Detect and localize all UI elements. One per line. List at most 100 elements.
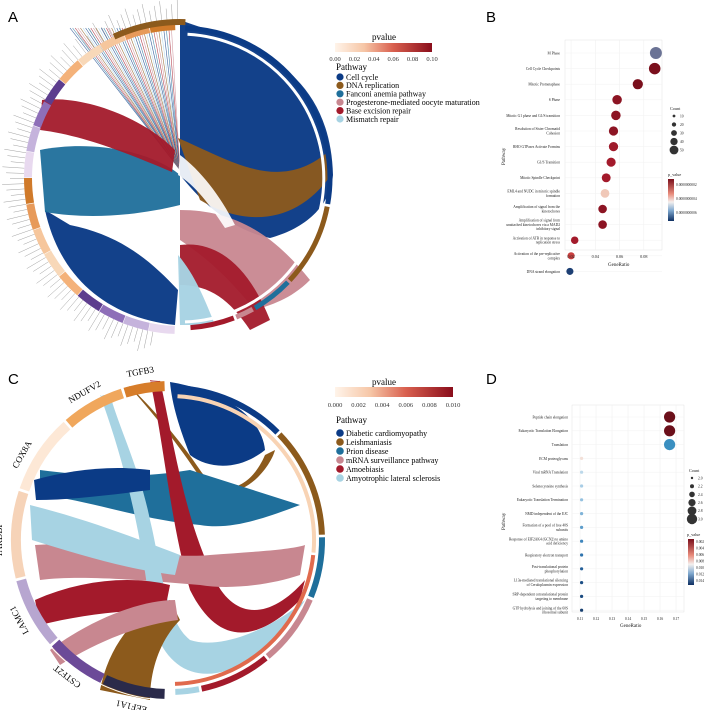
point-b-1: [649, 63, 661, 75]
gene-tick-a-43: [6, 173, 24, 174]
gene-tick-a-64: [50, 63, 63, 75]
point-d-5: [580, 484, 583, 487]
gene-tick-a-53: [14, 115, 35, 123]
pathway-label-b-2: Mitotic Prometaphase: [528, 83, 560, 87]
pathway-legend-title-c: Pathway: [336, 415, 367, 425]
pathway-label-d-0: Peptide chain elongation: [532, 415, 568, 419]
color-label-b-0: 0.0000000002: [676, 183, 697, 187]
pathway-label-d-3: ECM proteoglycans: [539, 457, 568, 461]
pathway-label-b-14: DNA strand elongation: [527, 270, 561, 274]
gene-label-c-0: TGFB3: [126, 364, 155, 379]
legend-label-c-4: Amoebiasis: [346, 465, 384, 474]
legend-key-c-0: [336, 429, 344, 437]
legend-key-c-1: [336, 438, 344, 446]
point-d-0: [664, 411, 675, 422]
pvalue-tick-c: 0.002: [351, 402, 366, 409]
point-b-5: [609, 126, 618, 135]
gene-tick-a-38: [4, 199, 26, 202]
point-d-8: [580, 526, 583, 529]
pathway-label-b-1: Cell Cycle Checkpoints: [526, 67, 561, 71]
size-key-b-1: [672, 122, 676, 126]
x-tick-d-2: 0.13: [609, 617, 615, 621]
legend-key-a-0: [336, 73, 343, 80]
size-label-d-0: 2.0: [698, 476, 703, 480]
gene-tick-a-44: [2, 167, 24, 168]
gene-tick-a-41: [2, 184, 24, 185]
color-legend-title-b: p_value: [668, 172, 681, 177]
gene-tick-a-28: [25, 248, 41, 256]
gene-tick-a-15: [74, 300, 83, 311]
gene-tick-a-29: [19, 244, 39, 253]
gene-tick-a-86: [160, 1, 163, 23]
legend-key-c-2: [336, 447, 344, 455]
chord-cell-cycle-left: [45, 210, 178, 325]
gene-tick-a-27: [31, 253, 43, 260]
point-b-10: [598, 205, 607, 214]
size-key-b-0: [673, 115, 676, 118]
gene-tick-a-33: [18, 224, 31, 228]
gene-tick-a-35: [7, 214, 28, 219]
x-axis-title-b: GeneRatio: [608, 263, 630, 268]
ring-a-gene-seg-6: [37, 229, 48, 252]
color-label-d-5: 0.012: [696, 573, 704, 577]
gene-tick-a-37: [9, 204, 27, 207]
gene-tick-a-8: [104, 319, 113, 339]
x-tick-b-1: 0.04: [592, 254, 600, 259]
legend-key-c-5: [336, 474, 344, 482]
point-d-7: [580, 512, 583, 515]
pvalue-tick-c: 0.004: [375, 402, 390, 409]
color-label-d-0: 0.002: [696, 540, 704, 544]
size-legend-title-d: Count: [689, 468, 700, 473]
pvalue-colorbar-c: [335, 387, 453, 397]
point-b-0: [650, 47, 662, 59]
size-label-b-4: 50: [680, 148, 684, 152]
size-legend-d: 2.02.22.42.62.83.0: [687, 476, 703, 524]
gene-tick-a-47: [4, 149, 26, 153]
point-b-7: [607, 158, 616, 167]
legend-label-a-5: Mismatch repair: [346, 115, 399, 124]
gene-tick-a-83: [142, 4, 147, 26]
gene-tick-a-31: [18, 234, 35, 240]
size-label-d-3: 2.6: [698, 501, 703, 505]
gene-tick-a-20: [48, 282, 64, 297]
point-b-4: [611, 111, 621, 121]
x-tick-d-3: 0.14: [625, 617, 631, 621]
x-axis-title-d: GeneRatio: [620, 624, 642, 629]
x-tick-b-3: 0.08: [640, 254, 647, 259]
pathway-labels-b: M Phase Cell Cycle Checkpoints Mitotic Pro…: [506, 51, 560, 273]
legend-key-a-5: [336, 115, 343, 122]
point-b-3: [612, 95, 622, 105]
gene-label-c-3: TARDBP: [0, 523, 4, 558]
gene-tick-a-19: [55, 286, 68, 299]
pathway-label-b-4: Mitotic G1 phase and G1/S transition: [506, 114, 560, 118]
legend-key-a-1: [336, 82, 343, 89]
size-label-b-0: 10: [680, 114, 684, 118]
point-d-14: [580, 609, 583, 612]
y-axis-title-b: Pathway: [502, 147, 507, 165]
gene-tick-a-49: [11, 139, 29, 143]
gene-tick-a-4: [127, 327, 132, 344]
pvalue-title-c: pvalue: [372, 377, 396, 387]
gene-tick-a-70: [75, 39, 86, 53]
pathway-label-b-0: M Phase: [548, 51, 561, 55]
x-tick-d-6: 0.17: [673, 617, 679, 621]
point-d-11: [580, 567, 583, 570]
point-d-6: [580, 498, 583, 501]
color-label-d-2: 0.006: [696, 553, 704, 557]
pvalue-tick-c: 0.010: [446, 402, 461, 409]
pathway-label-d-10: Respiratory electron transport: [525, 553, 568, 557]
ring-c-gene-3: [16, 492, 24, 577]
panel-letter-b: B: [486, 9, 496, 26]
